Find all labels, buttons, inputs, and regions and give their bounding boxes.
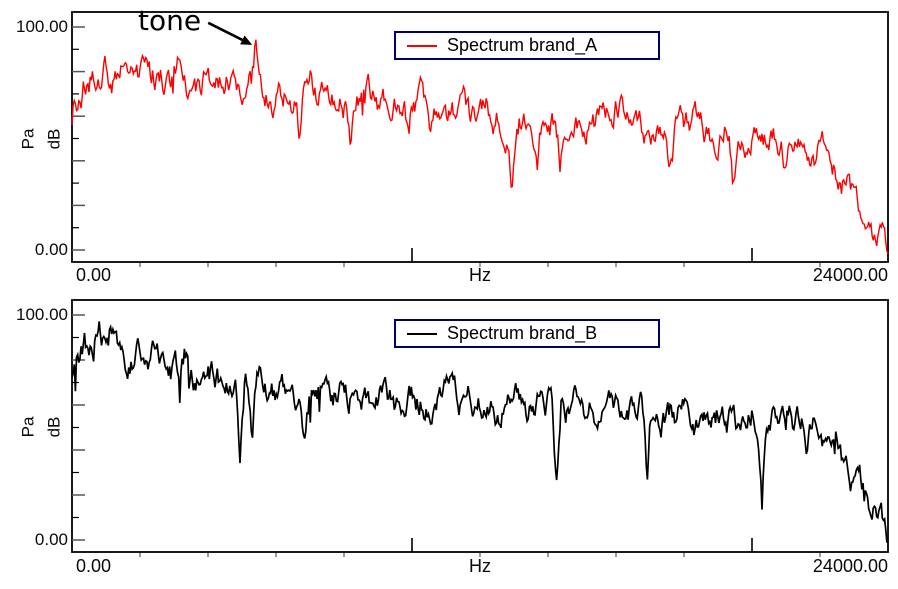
y-unit-pa-a: Pa	[18, 128, 38, 150]
y-axis-units-b: Pa dB	[18, 416, 65, 438]
x-axis-max-label-b: 24000.00	[812, 556, 888, 576]
y-axis-max-label-b: 100.00	[16, 305, 68, 324]
tone-arrow-shaft	[207, 21, 243, 42]
legend-brand-a: Spectrum brand_A	[394, 31, 660, 60]
y-unit-db-a: dB	[44, 128, 64, 150]
legend-label-b: Spectrum brand_B	[447, 323, 598, 343]
y-axis-max-label-a: 100.00	[16, 17, 68, 36]
y-axis-units-a: Pa dB	[18, 128, 65, 150]
tone-arrow-head	[240, 35, 253, 45]
x-axis-max-label-a: 24000.00	[812, 265, 888, 285]
spectrum-b-curve	[71, 321, 889, 543]
legend-line-sample-b	[407, 332, 437, 335]
x-axis-title-a: Hz	[469, 265, 491, 285]
y-axis-min-label-a: 0.00	[34, 240, 68, 259]
x-axis-min-label-a: 0.00	[76, 265, 112, 285]
y-unit-db-b: dB	[44, 416, 64, 438]
legend-line-sample-a	[407, 44, 437, 47]
y-unit-pa-b: Pa	[18, 416, 38, 438]
tone-annotation-label: tone	[138, 4, 202, 37]
spectrum-a-curve	[71, 39, 889, 255]
legend-label-a: Spectrum brand_A	[447, 35, 598, 55]
y-axis-min-label-b: 0.00	[34, 530, 68, 549]
x-axis-title-b: Hz	[469, 556, 491, 576]
legend-brand-b: Spectrum brand_B	[394, 319, 660, 348]
x-axis-min-label-b: 0.00	[76, 556, 112, 576]
